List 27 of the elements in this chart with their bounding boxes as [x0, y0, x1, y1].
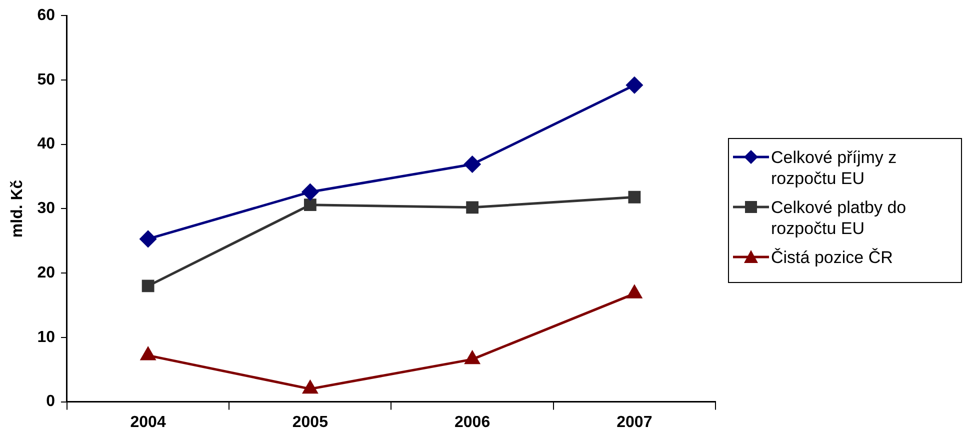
x-tick-label: 2006: [454, 414, 490, 431]
point: [465, 351, 480, 364]
point: [302, 184, 318, 200]
y-axis-title: mld. Kč: [9, 180, 26, 238]
x-tick-label: 2007: [616, 414, 652, 431]
legend-label: Celkové platby do rozpočtu EU: [771, 197, 908, 239]
point: [140, 230, 156, 248]
point: [627, 285, 642, 298]
y-tick-label: 10: [37, 328, 56, 346]
y-tick-label: 0: [46, 393, 56, 410]
point: [302, 380, 318, 394]
y-tick-label: 20: [37, 264, 56, 282]
x-tick-label: 2005: [292, 414, 328, 431]
legend-label: Celkové příjmy z rozpočtu EU: [771, 147, 898, 189]
point: [142, 280, 154, 292]
point: [466, 201, 479, 214]
point: [628, 190, 641, 204]
y-tick-label: 60: [37, 7, 56, 24]
y-tick-label: 40: [37, 136, 56, 153]
point: [464, 156, 481, 173]
point: [304, 198, 316, 212]
y-tick-label: 30: [37, 200, 56, 218]
legend-label: Čistá pozice ČR: [771, 247, 893, 268]
y-tick-label: 50: [37, 71, 56, 88]
point: [626, 76, 643, 94]
x-tick-label: 2004: [130, 414, 166, 431]
point: [140, 347, 156, 360]
